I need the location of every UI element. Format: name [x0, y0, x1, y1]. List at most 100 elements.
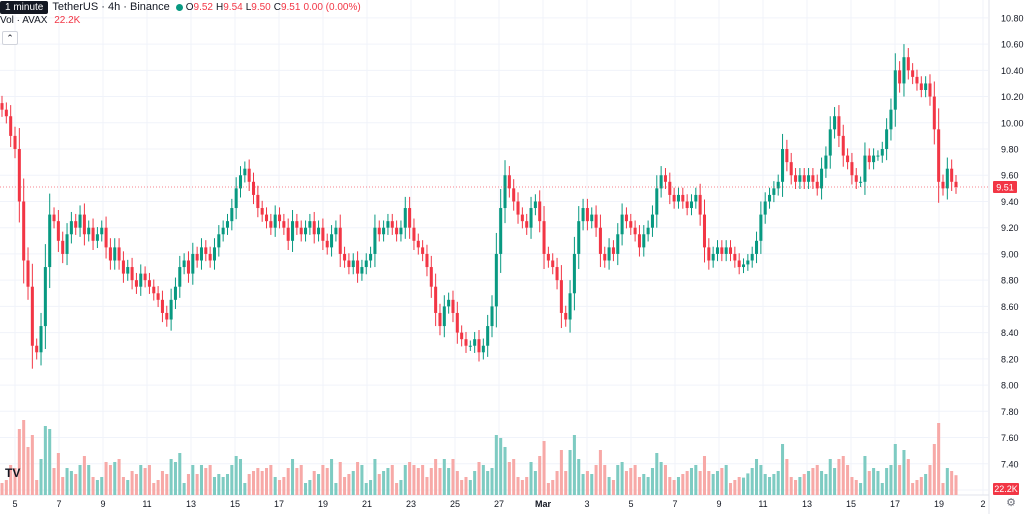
x-tick-label: 3 [584, 499, 589, 509]
gear-icon[interactable]: ⚙ [1006, 497, 1016, 509]
x-tick-label: 7 [56, 499, 61, 509]
candle-body [243, 168, 247, 176]
chevron-up-icon[interactable]: ⌃ [2, 31, 18, 45]
candle-body [672, 194, 676, 202]
candle-body [74, 221, 78, 228]
volume-bar [659, 462, 663, 495]
y-tick-label: 8.40 [1001, 328, 1019, 338]
symbol-title[interactable]: TetherUS · 4h · Binance [52, 1, 170, 13]
x-tick-label: 9 [100, 499, 105, 509]
candle-body [490, 306, 494, 327]
volume-bar [455, 471, 459, 495]
candle-body [559, 280, 563, 313]
candle-body [225, 221, 230, 228]
interval-badge[interactable]: 1 minute [0, 0, 49, 14]
candle-body [91, 227, 95, 241]
candle-body [30, 286, 34, 346]
candle-body [919, 83, 923, 90]
ohlc-change: 0.00 (0.00%) [303, 1, 361, 13]
volume-bar [343, 477, 347, 495]
candle-body [473, 339, 477, 346]
candle-body [590, 214, 594, 222]
volume-bar [607, 477, 611, 495]
volume-bar [403, 465, 407, 495]
volume-bar [395, 483, 399, 495]
candle-body [668, 181, 672, 195]
volume-bar [438, 468, 442, 495]
volume-bar [160, 471, 164, 495]
candle-body [460, 332, 464, 340]
volume-bar [742, 477, 746, 495]
candle-body [525, 221, 529, 228]
volume-bar [525, 477, 529, 495]
volume-bar [347, 474, 351, 495]
volume-bar [559, 450, 563, 495]
volume-bar [169, 459, 173, 495]
candle-body [707, 247, 711, 261]
candle-body [165, 312, 169, 320]
candle-body [642, 234, 646, 248]
volume-bar [499, 438, 503, 495]
candle-body [828, 129, 832, 156]
volume-bar [43, 426, 47, 495]
x-tick-label: 17 [890, 499, 900, 509]
candle-body [689, 201, 693, 209]
candle-body [863, 155, 867, 182]
candle-body [681, 194, 685, 202]
candle-body [542, 221, 546, 254]
volume-bar [533, 471, 537, 495]
volume-bar [872, 468, 876, 495]
volume-bar [763, 474, 767, 495]
candle-body [134, 280, 138, 287]
volume-bar [689, 468, 693, 495]
candle-body [759, 214, 763, 241]
volume-bar [373, 459, 377, 495]
volume-bar [13, 468, 17, 495]
y-tick-label: 10.80 [1001, 13, 1024, 23]
volume-bar [4, 480, 8, 495]
y-tick-label: 7.40 [1001, 459, 1019, 469]
candle-body [130, 267, 134, 281]
volume-bar [911, 483, 915, 495]
candle-body [538, 201, 542, 222]
candle-body [464, 339, 468, 346]
volume-bar [789, 477, 793, 495]
volume-bar [256, 468, 260, 495]
candle-body [594, 214, 598, 228]
candle-body [781, 149, 785, 182]
candle-body [954, 181, 958, 188]
candle-body [872, 155, 876, 163]
candle-body [429, 267, 433, 287]
candle-body [486, 326, 490, 346]
candle-body [69, 221, 73, 235]
volume-bar [82, 456, 86, 495]
candle-body [737, 260, 741, 268]
candle-body [330, 234, 334, 248]
volume-bar [685, 471, 689, 495]
volume-bar [130, 471, 134, 495]
volume-bar [238, 459, 243, 495]
tradingview-logo[interactable]: TV [5, 466, 21, 480]
volume-bar [230, 465, 234, 495]
candle-body [408, 208, 412, 228]
volume-bar [863, 456, 867, 495]
volume-bar [898, 465, 902, 495]
candle-body [503, 175, 507, 209]
volume-bar [724, 465, 728, 495]
y-tick-label: 9.00 [1001, 249, 1019, 259]
volume-bar [9, 465, 13, 495]
volume-bar [408, 462, 412, 495]
volume-bar [850, 477, 854, 495]
volume-bar [598, 450, 602, 495]
candle-body [87, 227, 91, 235]
candle-body [356, 260, 360, 274]
volume-bar [143, 468, 147, 495]
volume-bar [126, 480, 130, 495]
volume-bar [568, 450, 572, 495]
volume-bar [820, 471, 824, 495]
volume-bar [785, 459, 789, 495]
volume-bar [616, 465, 620, 495]
volume-bar [95, 480, 99, 495]
candle-body [768, 194, 772, 202]
